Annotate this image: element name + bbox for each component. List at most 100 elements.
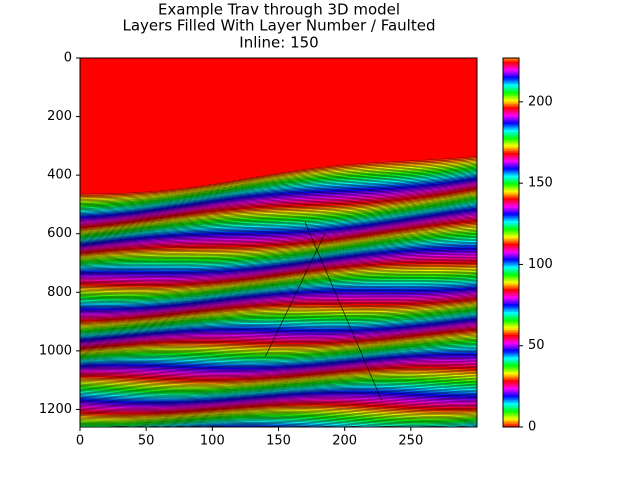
colorbar-swatch	[503, 246, 519, 249]
colorbar-swatch	[503, 342, 519, 345]
colorbar-swatch	[503, 423, 519, 426]
colorbar-swatch	[503, 371, 519, 374]
colorbar-swatch	[503, 420, 519, 423]
colorbar-swatch	[503, 230, 519, 233]
colorbar-swatch	[503, 313, 519, 316]
colorbar-swatch	[503, 405, 519, 408]
chart-subtitle: Layers Filled With Layer Number / Faulte…	[123, 17, 436, 35]
colorbar-swatch	[503, 410, 519, 413]
colorbar-swatch	[503, 153, 519, 157]
colorbar-swatch	[503, 110, 519, 113]
colorbar-swatch	[503, 326, 519, 329]
x-tick-label: 200	[332, 434, 357, 449]
colorbar-swatch	[503, 288, 519, 291]
colorbar-swatch	[503, 106, 519, 109]
colorbar-swatch	[503, 201, 519, 204]
colorbar-swatch	[503, 344, 519, 347]
y-tick-label: 1200	[39, 402, 72, 417]
colorbar-swatch	[503, 347, 519, 350]
colorbar-swatch	[503, 197, 519, 200]
colorbar-swatch	[503, 293, 519, 296]
colorbar-swatch	[503, 287, 519, 290]
colorbar-tick-label: 200	[528, 94, 553, 109]
colorbar-swatch	[503, 116, 519, 119]
colorbar-tick-label: 150	[528, 176, 553, 191]
colorbar-swatch	[503, 285, 519, 288]
colorbar-swatch	[503, 77, 519, 80]
colorbar-swatch	[503, 241, 519, 244]
colorbar-swatch	[503, 374, 519, 378]
colorbar-swatch	[503, 422, 519, 425]
colorbar-swatch	[503, 97, 519, 100]
colorbar-swatch	[503, 394, 519, 397]
y-tick-label: 400	[47, 168, 72, 183]
colorbar-swatch	[503, 269, 519, 272]
colorbar-swatch	[503, 127, 519, 131]
colorbar-swatch	[503, 267, 519, 270]
colorbar-swatch	[503, 413, 519, 417]
colorbar-swatch	[503, 379, 519, 382]
colorbar-swatch	[503, 321, 519, 324]
colorbar-swatch	[503, 157, 519, 160]
colorbar-swatch	[503, 80, 519, 83]
colorbar-swatch	[503, 392, 519, 395]
colorbar-swatch	[503, 319, 519, 322]
colorbar-swatch	[503, 176, 519, 179]
colorbar-swatch	[503, 181, 519, 184]
colorbar-swatch	[503, 93, 519, 96]
colorbar-swatch	[503, 397, 519, 400]
colorbar-swatch	[503, 66, 519, 69]
colorbar-swatch	[503, 352, 519, 355]
colorbar-swatch	[503, 256, 519, 259]
colorbar-swatch	[503, 88, 519, 92]
colorbar-swatch	[503, 132, 519, 135]
colorbar-swatch	[503, 316, 519, 319]
colorbar-swatch	[503, 402, 519, 405]
colorbar-swatch	[503, 119, 519, 122]
colorbar-swatch	[503, 173, 519, 176]
colorbar-swatch	[503, 199, 519, 202]
colorbar-swatch	[503, 175, 519, 178]
colorbar-swatch	[503, 400, 519, 404]
x-tick-label: 150	[266, 434, 291, 449]
colorbar-swatch	[503, 274, 519, 277]
colorbar-swatch	[503, 108, 519, 111]
colorbar-swatch	[503, 249, 519, 252]
x-tick-label: 50	[138, 434, 155, 449]
colorbar-swatch	[503, 171, 519, 174]
colorbar-swatch	[503, 389, 519, 392]
colorbar-swatch	[503, 126, 519, 129]
colorbar-swatch	[503, 350, 519, 353]
colorbar-swatch	[503, 264, 519, 267]
colorbar-swatch	[503, 178, 519, 181]
colorbar-swatch	[503, 79, 519, 82]
colorbar-frame	[502, 57, 520, 428]
colorbar-swatch	[503, 303, 519, 306]
colorbar-swatch	[503, 300, 519, 303]
y-tick-label: 200	[47, 109, 72, 124]
colorbar-tick-label: 100	[528, 257, 553, 272]
colorbar-swatch	[503, 308, 519, 311]
colorbar-swatch	[503, 145, 519, 148]
colorbar-swatch	[503, 215, 519, 218]
colorbar-swatch	[503, 69, 519, 72]
chart-title: Example Trav through 3D model	[158, 1, 400, 19]
colorbar-swatch	[503, 139, 519, 142]
colorbar-swatch	[503, 114, 519, 118]
colorbar-swatch	[503, 147, 519, 150]
colorbar-swatch	[503, 223, 519, 226]
colorbar-swatch	[503, 378, 519, 381]
colorbar-swatch	[503, 324, 519, 327]
colorbar-swatch	[503, 348, 519, 352]
fault	[304, 221, 382, 401]
colorbar-swatch	[503, 67, 519, 70]
colorbar-swatch	[503, 334, 519, 337]
colorbar-swatch	[503, 210, 519, 213]
colorbar-swatch	[503, 327, 519, 330]
colorbar-swatch	[503, 158, 519, 161]
colorbar-swatch	[503, 383, 519, 386]
colorbar-tick-label: 0	[528, 420, 536, 435]
colorbar-swatch	[503, 160, 519, 163]
colorbar-swatch	[503, 202, 519, 205]
